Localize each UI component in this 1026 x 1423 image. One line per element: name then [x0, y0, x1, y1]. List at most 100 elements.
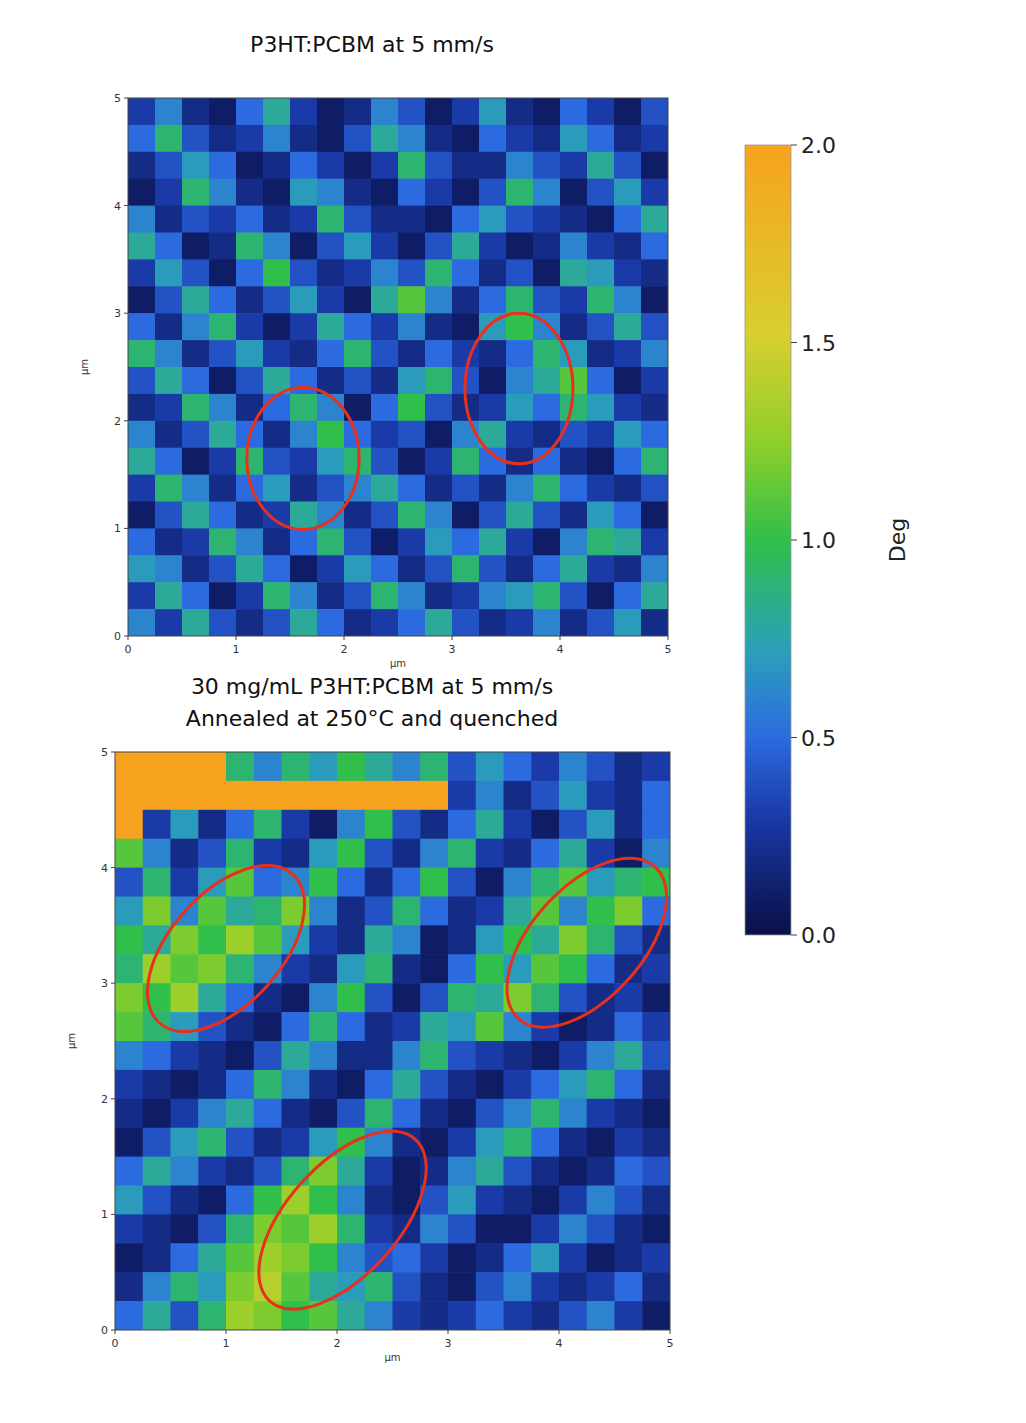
cell — [614, 582, 642, 610]
cell — [155, 394, 183, 422]
cell — [559, 1041, 587, 1071]
y-tick-label: 4 — [114, 200, 121, 213]
cell — [263, 152, 291, 180]
cell — [254, 1041, 282, 1071]
cell — [614, 528, 642, 556]
cell — [641, 528, 668, 556]
cell — [448, 1070, 476, 1100]
cell — [209, 528, 237, 556]
cell — [155, 125, 183, 152]
cell — [425, 555, 453, 583]
cell — [282, 781, 310, 811]
cell — [615, 1243, 643, 1273]
cell — [115, 1128, 143, 1158]
cell — [425, 313, 453, 341]
cell — [587, 1272, 615, 1302]
cell — [393, 1301, 421, 1330]
cell — [115, 1301, 143, 1330]
cell — [398, 125, 426, 152]
cell — [290, 340, 318, 368]
cell — [420, 925, 448, 955]
cell — [309, 897, 337, 927]
cell — [398, 555, 426, 583]
cell — [479, 233, 507, 261]
cell — [641, 421, 668, 449]
cell — [560, 313, 588, 341]
cell — [398, 313, 426, 341]
cell — [344, 259, 372, 287]
cell — [209, 313, 237, 341]
cell — [115, 1214, 143, 1244]
cell — [420, 1214, 448, 1244]
cell — [504, 1070, 532, 1100]
cell — [476, 810, 504, 840]
cell — [344, 286, 372, 314]
cell — [393, 839, 421, 869]
cell — [337, 1157, 365, 1187]
cell — [425, 609, 453, 636]
cell — [128, 528, 156, 556]
y-tick-label: 4 — [101, 862, 108, 875]
cell — [155, 179, 183, 207]
cell — [614, 502, 642, 530]
cell — [398, 528, 426, 556]
cell — [182, 582, 210, 610]
cell — [560, 582, 588, 610]
cell — [479, 179, 507, 207]
cell — [479, 528, 507, 556]
cell — [479, 286, 507, 314]
cell — [143, 781, 171, 811]
cell — [198, 1243, 226, 1273]
cell — [642, 839, 670, 869]
x-tick — [226, 1330, 227, 1334]
cell — [128, 206, 156, 234]
cell — [290, 179, 318, 207]
cell — [641, 98, 668, 126]
cell — [182, 609, 210, 636]
cell — [587, 448, 615, 476]
cell — [393, 1041, 421, 1071]
cell — [171, 810, 199, 840]
cell — [254, 925, 282, 955]
cell — [171, 1272, 199, 1302]
cell — [198, 1301, 226, 1330]
cell — [236, 259, 264, 287]
cell — [452, 555, 480, 583]
cell — [209, 340, 237, 368]
cell — [559, 810, 587, 840]
cell — [641, 125, 668, 152]
cell — [309, 1070, 337, 1100]
cell — [155, 448, 183, 476]
y-tick-label: 3 — [114, 307, 121, 320]
cell — [263, 394, 291, 422]
colorbar-tick — [791, 145, 797, 146]
cell — [236, 367, 264, 395]
cell — [317, 259, 345, 287]
cell — [504, 839, 532, 869]
cell — [479, 394, 507, 422]
cell — [337, 1099, 365, 1129]
cell — [425, 152, 453, 180]
cell — [587, 810, 615, 840]
cell — [290, 448, 318, 476]
cell — [531, 752, 559, 782]
cell — [317, 179, 345, 207]
cell — [448, 897, 476, 927]
x-tick — [115, 1330, 116, 1334]
cell — [263, 313, 291, 341]
panel-subtitle: Annealed at 250°C and quenched — [186, 706, 558, 731]
cell — [344, 340, 372, 368]
cell — [476, 925, 504, 955]
cell — [504, 1301, 532, 1330]
cell — [587, 752, 615, 782]
cell — [479, 555, 507, 583]
cell — [504, 1041, 532, 1071]
cell — [182, 502, 210, 530]
cell — [115, 983, 143, 1013]
cell — [290, 206, 318, 234]
cell — [393, 1070, 421, 1100]
cell — [365, 1301, 393, 1330]
cell — [614, 367, 642, 395]
highlights — [118, 830, 670, 1330]
cell — [425, 259, 453, 287]
